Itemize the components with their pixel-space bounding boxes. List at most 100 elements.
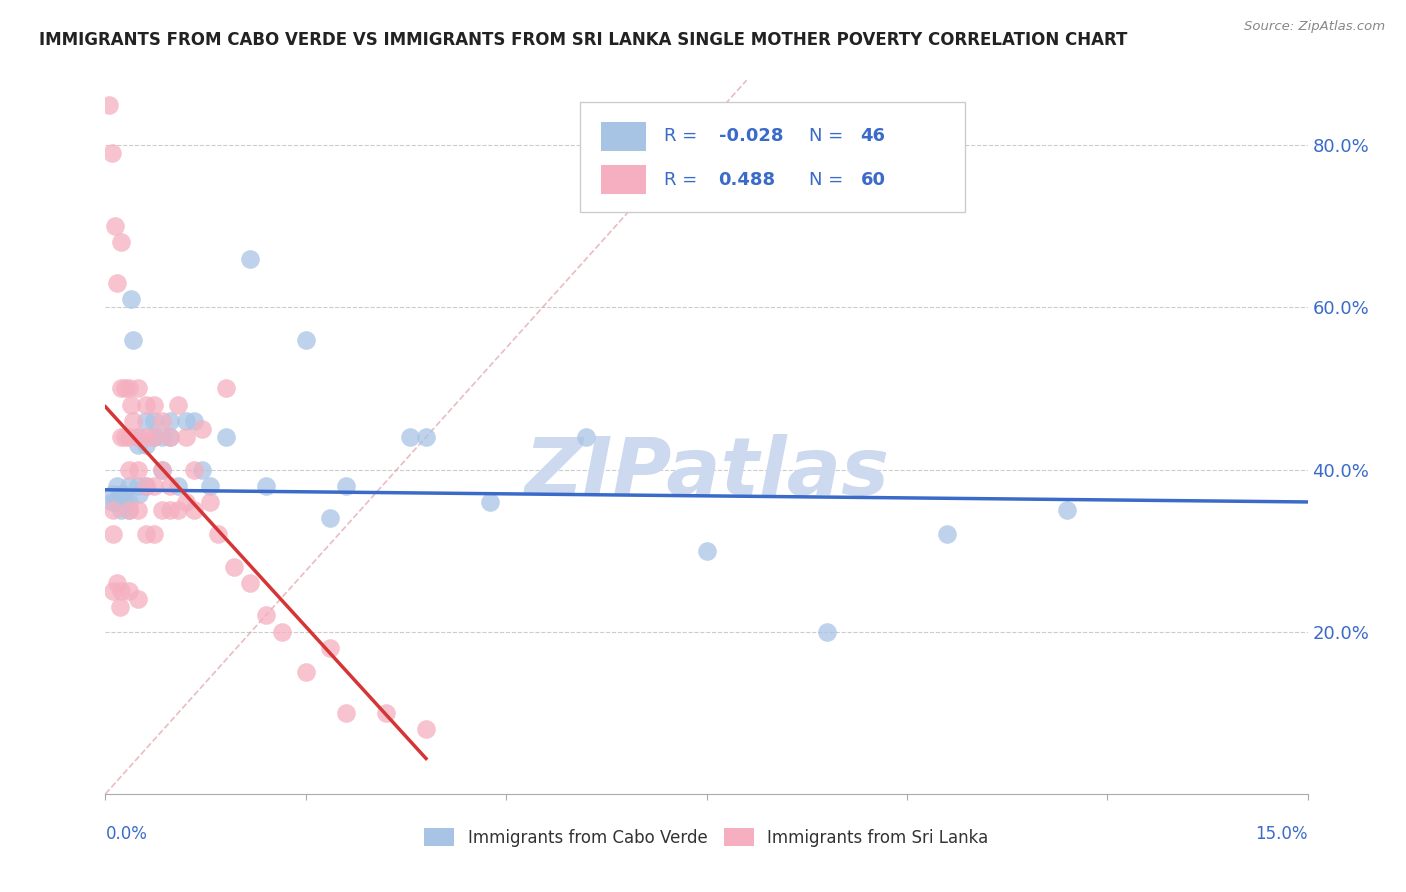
Bar [600,166,647,194]
Point [128,487,150,501]
Point [142,414,165,428]
Point [135,527,157,541]
Point [135,398,157,412]
Point [183,414,205,428]
Point [295,333,318,347]
Point [110,381,132,395]
Point [103,503,125,517]
Point [399,430,422,444]
Point [118,381,141,395]
Point [110,503,132,517]
Text: N =: N = [808,128,849,145]
Text: -0.028: -0.028 [718,128,783,145]
Point [110,430,132,444]
Point [183,462,205,476]
Text: 15.0%: 15.0% [1256,825,1308,843]
Point [142,527,165,541]
Point [122,414,145,428]
Point [239,576,262,591]
Text: IMMIGRANTS FROM CABO VERDE VS IMMIGRANTS FROM SRI LANKA SINGLE MOTHER POVERTY CO: IMMIGRANTS FROM CABO VERDE VS IMMIGRANTS… [39,31,1128,49]
Point [374,706,398,720]
Bar [600,122,647,151]
Point [335,479,357,493]
Point [150,430,173,444]
Point [198,495,221,509]
Point [270,624,292,639]
Point [127,503,149,517]
Point [166,398,188,412]
Text: Source: ZipAtlas.com: Source: ZipAtlas.com [1244,20,1385,33]
Point [936,527,959,541]
Point [114,381,136,395]
Point [114,495,136,509]
Point [183,503,205,517]
Point [198,479,221,493]
Point [101,146,124,161]
Point [479,495,502,509]
Point [166,503,188,517]
Point [127,430,149,444]
Point [108,600,131,615]
Point [142,430,165,444]
Point [150,414,173,428]
Point [319,511,342,525]
Point [190,462,212,476]
Point [142,398,165,412]
Point [104,219,127,234]
Point [174,430,197,444]
Point [135,479,157,493]
Point [127,462,149,476]
Point [190,422,212,436]
Point [222,559,245,574]
Point [214,430,236,444]
Point [166,479,188,493]
Point [159,503,181,517]
Point [150,462,173,476]
Point [104,495,127,509]
Point [120,398,142,412]
Point [207,527,229,541]
Point [127,438,149,452]
Point [107,576,129,591]
Point [114,430,136,444]
Point [239,252,262,266]
Point [110,487,132,501]
Text: R =: R = [665,170,703,189]
Point [122,333,145,347]
Point [142,430,165,444]
FancyBboxPatch shape [581,102,965,212]
Point [110,235,132,250]
Point [575,430,598,444]
Point [103,487,125,501]
Point [110,584,132,599]
Point [103,527,125,541]
Text: R =: R = [665,128,703,145]
Point [120,292,142,306]
Point [118,495,141,509]
Point [118,430,141,444]
Point [118,479,141,493]
Point [295,665,318,680]
Point [101,495,124,509]
Point [118,503,141,517]
Point [135,479,157,493]
Point [174,414,197,428]
Point [214,381,236,395]
Point [103,584,125,599]
Point [1056,503,1078,517]
Point [696,543,718,558]
Point [415,722,437,736]
Point [142,479,165,493]
Point [815,624,838,639]
Point [107,479,129,493]
Text: 46: 46 [860,128,886,145]
Point [254,608,277,623]
Point [127,430,149,444]
Point [150,503,173,517]
Point [112,487,135,501]
Point [415,430,437,444]
Point [159,414,181,428]
Point [159,430,181,444]
Point [135,414,157,428]
Text: N =: N = [808,170,849,189]
